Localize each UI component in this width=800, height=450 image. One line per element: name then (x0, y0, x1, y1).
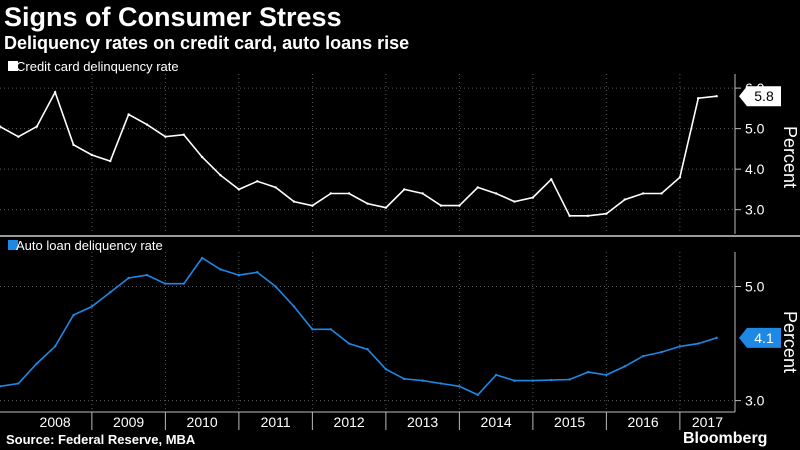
credit-y-tick-label: 5.0 (745, 121, 765, 137)
auto-y-tick-label: 5.0 (745, 279, 765, 295)
x-tick-label: 2012 (334, 414, 365, 430)
credit-y-tick-label: 4.0 (745, 161, 765, 177)
auto-loan-series-line (0, 256, 717, 396)
chart-title: Signs of Consumer Stress (4, 2, 342, 32)
x-axis: 2008 2009 2010 2011 2012 2013 2014 2015 2016 2017 (0, 411, 735, 430)
source-note: Source: Federal Reserve, MBA (6, 432, 196, 447)
x-tick-label: 2015 (554, 414, 585, 430)
credit-last-value-tag (739, 86, 781, 107)
credit-y-tick-label: 3.0 (745, 202, 765, 218)
auto-legend-label: Auto loan deliquency rate (16, 238, 163, 253)
credit-legend-swatch (8, 61, 18, 71)
x-tick-label: 2009 (113, 414, 144, 430)
auto-loan-panel: Auto loan deliquency rate 3.0 5.0 4.1 Per… (0, 238, 800, 412)
chart-subtitle: Deliquency rates on credit card, auto lo… (4, 33, 410, 53)
auto-last-value-label: 4.1 (754, 330, 774, 346)
auto-last-value-tag (739, 327, 781, 348)
x-tick-label: 2016 (628, 414, 659, 430)
credit-card-series-line (0, 90, 717, 217)
auto-y-axis-label: Percent (780, 311, 800, 373)
x-tick-label: 2014 (481, 414, 512, 430)
credit-last-value-label: 5.8 (754, 88, 774, 104)
credit-card-panel: Credit card delinquency rate 3.04.05.06.… (0, 59, 800, 234)
credit-y-axis-label: Percent (780, 126, 800, 188)
credit-legend-label: Credit card delinquency rate (16, 59, 179, 74)
bloomberg-logo: Bloomberg (683, 430, 768, 447)
x-tick-label: 2011 (261, 414, 291, 430)
x-tick-label: 2017 (692, 414, 723, 430)
x-tick-label: 2010 (187, 414, 218, 430)
x-tick-label: 2013 (407, 414, 438, 430)
x-tick-label: 2008 (40, 414, 71, 430)
auto-y-tick-label: 3.0 (745, 393, 765, 409)
auto-legend-swatch (8, 240, 18, 250)
